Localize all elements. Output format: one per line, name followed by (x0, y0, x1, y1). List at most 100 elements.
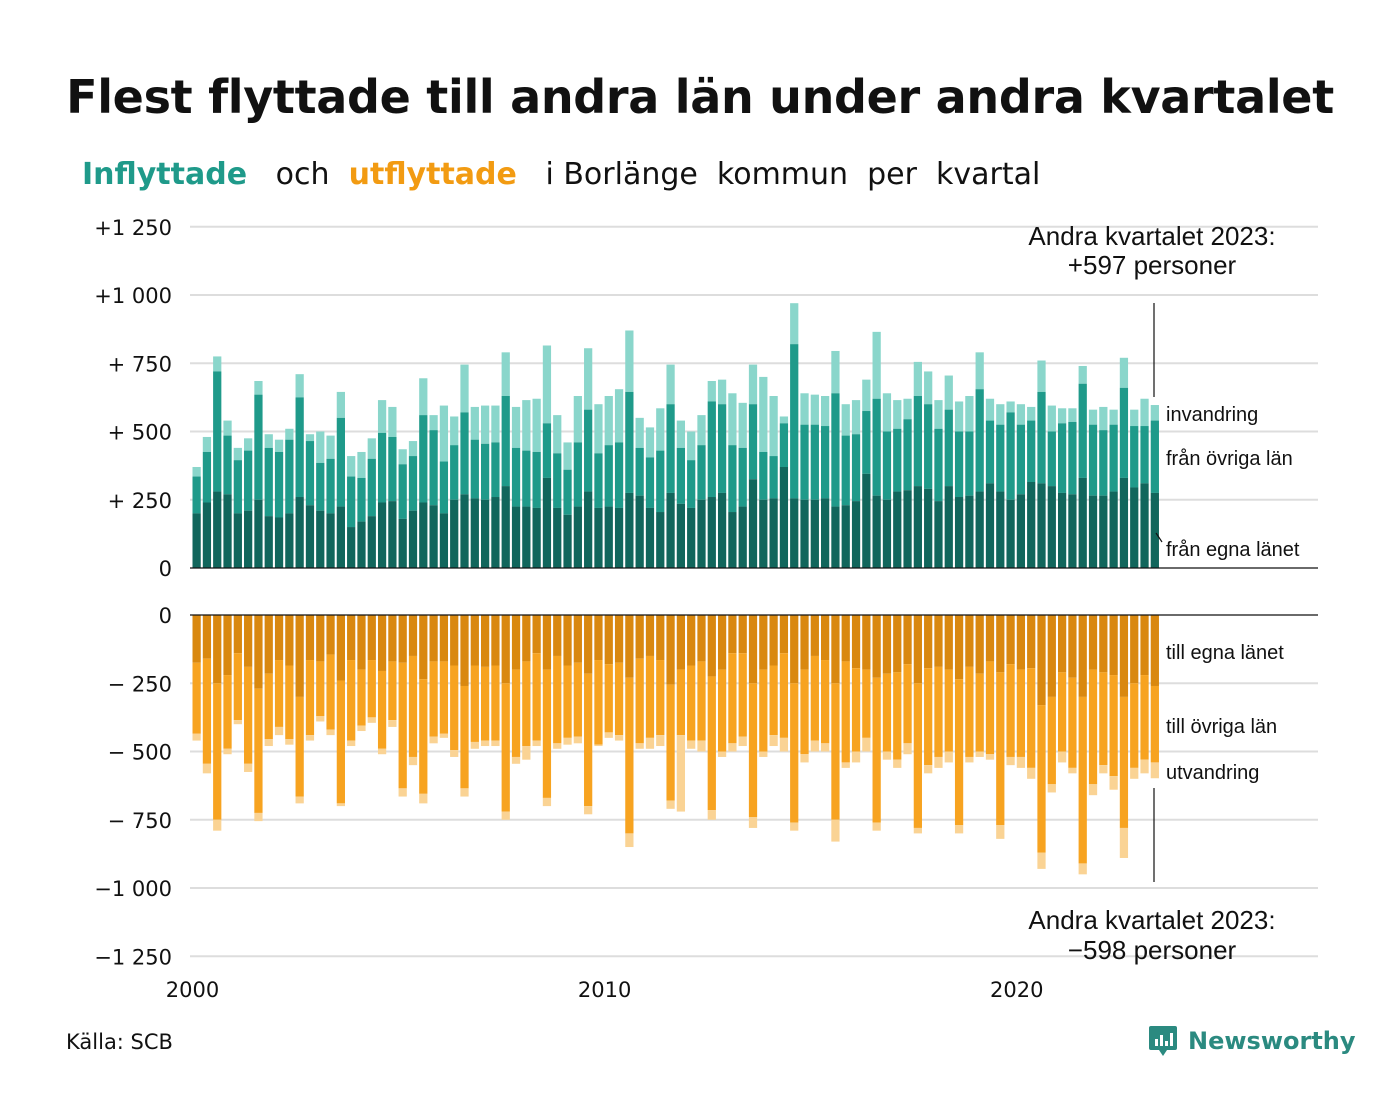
label-fran-egna-lanet: från egna länet (1166, 539, 1300, 561)
bar-inflow-other-counties (460, 412, 469, 495)
bar-inflow-own-county (862, 473, 871, 568)
bar-inflow-immigration (326, 435, 335, 459)
bar-inflow-immigration (882, 393, 892, 432)
bar-outflow-other-counties (305, 660, 315, 736)
bar-inflow-other-counties (810, 424, 819, 500)
bar-inflow-other-counties (635, 447, 644, 496)
bar-outflow-other-counties (604, 664, 613, 733)
bar-inflow-other-counties (305, 441, 315, 506)
bar-inflow-immigration (841, 404, 850, 436)
bar-outflow-emigration (779, 737, 789, 752)
bar-outflow-other-counties (851, 668, 861, 752)
bar-outflow-other-counties (1119, 696, 1129, 828)
bar-inflow-own-county (954, 497, 964, 568)
subtitle-inflyttade: Inflyttade (82, 157, 248, 192)
bar-outflow-own-county (614, 615, 624, 663)
bar-outflow-emigration (336, 803, 345, 807)
bar-outflow-own-county (851, 615, 861, 669)
bar-inflow-own-county (511, 506, 521, 568)
bar-outflow-emigration (882, 751, 892, 760)
bar-outflow-own-county (985, 615, 995, 662)
bar-outflow-emigration (1088, 784, 1098, 796)
bar-inflow-immigration (408, 441, 418, 457)
bar-outflow-emigration (728, 743, 737, 752)
bar-inflow-own-county (810, 499, 819, 568)
bar-outflow-own-county (357, 615, 366, 670)
bar-outflow-other-counties (1078, 696, 1087, 864)
brand-logo[interactable]: Newsworthy (1148, 1024, 1356, 1058)
bar-inflow-immigration (790, 303, 799, 345)
bar-outflow-emigration (233, 720, 242, 725)
bar-inflow-other-counties (717, 404, 727, 493)
bar-inflow-immigration (594, 404, 603, 454)
bar-outflow-other-counties (790, 683, 799, 823)
bar-inflow-other-counties (377, 432, 387, 503)
bar-inflow-immigration (779, 416, 789, 424)
bar-inflow-own-county (903, 490, 912, 568)
bar-inflow-own-county (522, 506, 531, 568)
bar-inflow-immigration (614, 389, 624, 443)
y-tick-top: + 250 (108, 489, 172, 513)
bar-outflow-emigration (862, 737, 871, 752)
bar-outflow-own-county (326, 615, 335, 655)
bar-inflow-immigration (511, 406, 521, 448)
bar-outflow-emigration (944, 751, 953, 763)
bar-inflow-own-county (1088, 495, 1098, 568)
bar-inflow-other-counties (532, 451, 541, 508)
bar-inflow-immigration (831, 350, 840, 394)
bar-outflow-own-county (563, 615, 572, 666)
bar-outflow-other-counties (779, 653, 789, 738)
bar-inflow-immigration (645, 427, 655, 458)
annotation-top-line1: Andra kvartalet 2023: (1028, 221, 1275, 251)
bar-outflow-own-county (305, 615, 315, 661)
bar-outflow-own-county (975, 615, 984, 674)
bar-inflow-immigration (975, 352, 984, 390)
bar-inflow-immigration (480, 405, 490, 444)
bar-outflow-own-county (1109, 615, 1118, 676)
bar-inflow-other-counties (934, 428, 943, 502)
gridlines (190, 225, 1318, 958)
bar-inflow-immigration (872, 331, 881, 399)
bar-outflow-own-county (1068, 615, 1077, 678)
bar-inflow-immigration (398, 449, 407, 465)
bar-outflow-own-county (821, 615, 830, 661)
bar-inflow-own-county (687, 507, 696, 568)
bar-outflow-own-county (532, 615, 541, 654)
bar-inflow-immigration (862, 379, 871, 412)
bar-outflow-emigration (223, 748, 232, 755)
bar-inflow-own-county (645, 507, 655, 568)
bar-inflow-other-counties (851, 434, 861, 502)
bar-outflow-emigration (491, 740, 500, 747)
bar-inflow-immigration (1119, 357, 1129, 388)
bar-outflow-emigration (264, 739, 273, 747)
bar-outflow-emigration (367, 717, 376, 723)
bar-inflow-other-counties (429, 430, 438, 506)
bar-inflow-other-counties (882, 431, 892, 500)
bar-inflow-immigration (202, 436, 212, 452)
y-tick-bottom: −1 000 (94, 877, 172, 901)
bar-outflow-other-counties (274, 660, 284, 727)
bar-inflow-own-county (347, 527, 356, 568)
bar-inflow-own-county (429, 505, 438, 568)
bar-outflow-other-counties (1109, 675, 1118, 777)
bar-outflow-other-counties (738, 653, 747, 737)
bar-inflow-other-counties (501, 396, 510, 487)
bar-outflow-emigration (316, 716, 325, 722)
bar-outflow-other-counties (728, 653, 737, 744)
bar-outflow-other-counties (635, 658, 644, 744)
bar-outflow-other-counties (398, 662, 407, 789)
bar-inflow-own-county (594, 507, 603, 568)
bar-inflow-own-county (480, 499, 490, 568)
bar-outflow-other-counties (965, 666, 974, 757)
bar-inflow-own-county (965, 495, 974, 568)
bar-inflow-own-county (285, 513, 294, 568)
bar-inflow-other-counties (1119, 387, 1129, 478)
bar-outflow-own-county (460, 615, 469, 686)
bar-outflow-other-counties (439, 661, 449, 734)
bar-outflow-own-county (419, 615, 428, 680)
bar-inflow-other-counties (295, 397, 304, 498)
bar-inflow-immigration (213, 356, 222, 372)
bar-outflow-own-county (336, 615, 345, 681)
bar-inflow-other-counties (326, 458, 335, 514)
bar-outflow-other-counties (511, 669, 521, 757)
